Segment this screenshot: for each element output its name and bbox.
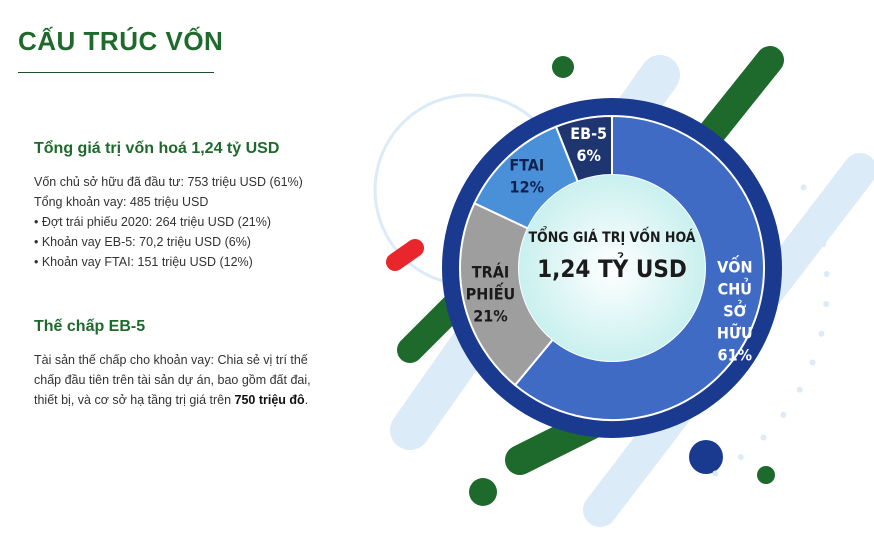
title-divider: [18, 72, 214, 73]
decor-dot-navy: [689, 440, 723, 474]
decor-dot-light: [760, 434, 767, 441]
decor-dot-light: [820, 241, 827, 248]
decor-stripe-red: [386, 239, 424, 271]
center-label-line-1: TỔNG GIÁ TRỊ VỐN HOÁ: [528, 226, 695, 246]
slice-label: 61%: [718, 346, 752, 365]
capitalization-line-total-loans: Tổng khoản vay: 485 triệu USD: [34, 195, 209, 209]
decor-dot-light: [812, 212, 819, 219]
slice-vốn-chủ-sở-hữu: [513, 114, 765, 421]
collateral-paragraph: Tài sản thế chấp cho khoản vay: Chia sẻ …: [34, 350, 324, 410]
slice-label: 21%: [473, 307, 507, 326]
donut-chart: [442, 98, 782, 438]
center-disc: [519, 175, 705, 361]
capitalization-line-equity: Vốn chủ sở hữu đã đầu tư: 753 triệu USD …: [34, 175, 303, 189]
decor-dot-light: [823, 301, 830, 308]
slice-label: VỐN: [717, 256, 752, 277]
decor-dot-light: [818, 330, 825, 337]
slice-label: 6%: [576, 146, 600, 165]
slice-label: HỮU: [717, 324, 753, 343]
decor-dot-light: [737, 454, 744, 461]
slice-label: PHIẾU: [466, 283, 515, 304]
decor-stripe-green: [397, 292, 468, 363]
decor-dot-light: [712, 470, 719, 477]
capitalization-line-bonds: • Đợt trái phiếu 2020: 264 triệu USD (21…: [34, 215, 271, 229]
collateral-value: 750 triệu đô: [234, 393, 305, 407]
slice-label: CHỦ: [718, 278, 752, 299]
slice-label: TRÁI: [472, 263, 509, 282]
decor-dot-light: [823, 270, 830, 277]
center-label-line-2: 1,24 TỶ USD: [537, 250, 687, 283]
collateral-heading: Thế chấp EB-5: [34, 318, 146, 335]
center-label: TỔNG GIÁ TRỊ VỐN HOÁ 1,24 TỶ USD: [528, 226, 695, 283]
decor-dot-light: [809, 359, 816, 366]
decor-dot-green: [552, 56, 574, 78]
decor-dot-light: [780, 411, 787, 418]
slice-label: 12%: [510, 178, 544, 197]
collateral-text-end: .: [304, 393, 309, 407]
decor-dot-light: [796, 386, 803, 393]
page-title: CẤU TRÚC VỐN: [18, 26, 224, 56]
slice-label: FTAI: [509, 156, 544, 175]
slice-label: EB-5: [570, 124, 607, 143]
decor-dot-green: [469, 478, 497, 506]
capitalization-line-ftai: • Khoản vay FTAI: 151 triệu USD (12%): [34, 255, 253, 269]
decor-dot-green: [757, 466, 775, 484]
collateral-text: Tài sản thế chấp cho khoản vay: Chia sẻ …: [34, 353, 311, 407]
slice-label: SỞ: [723, 300, 746, 321]
capitalization-line-eb5: • Khoản vay EB-5: 70,2 triệu USD (6%): [34, 235, 251, 249]
decor-dot-light: [800, 184, 807, 191]
capitalization-heading: Tổng giá trị vốn hoá 1,24 tỷ USD: [34, 140, 280, 157]
